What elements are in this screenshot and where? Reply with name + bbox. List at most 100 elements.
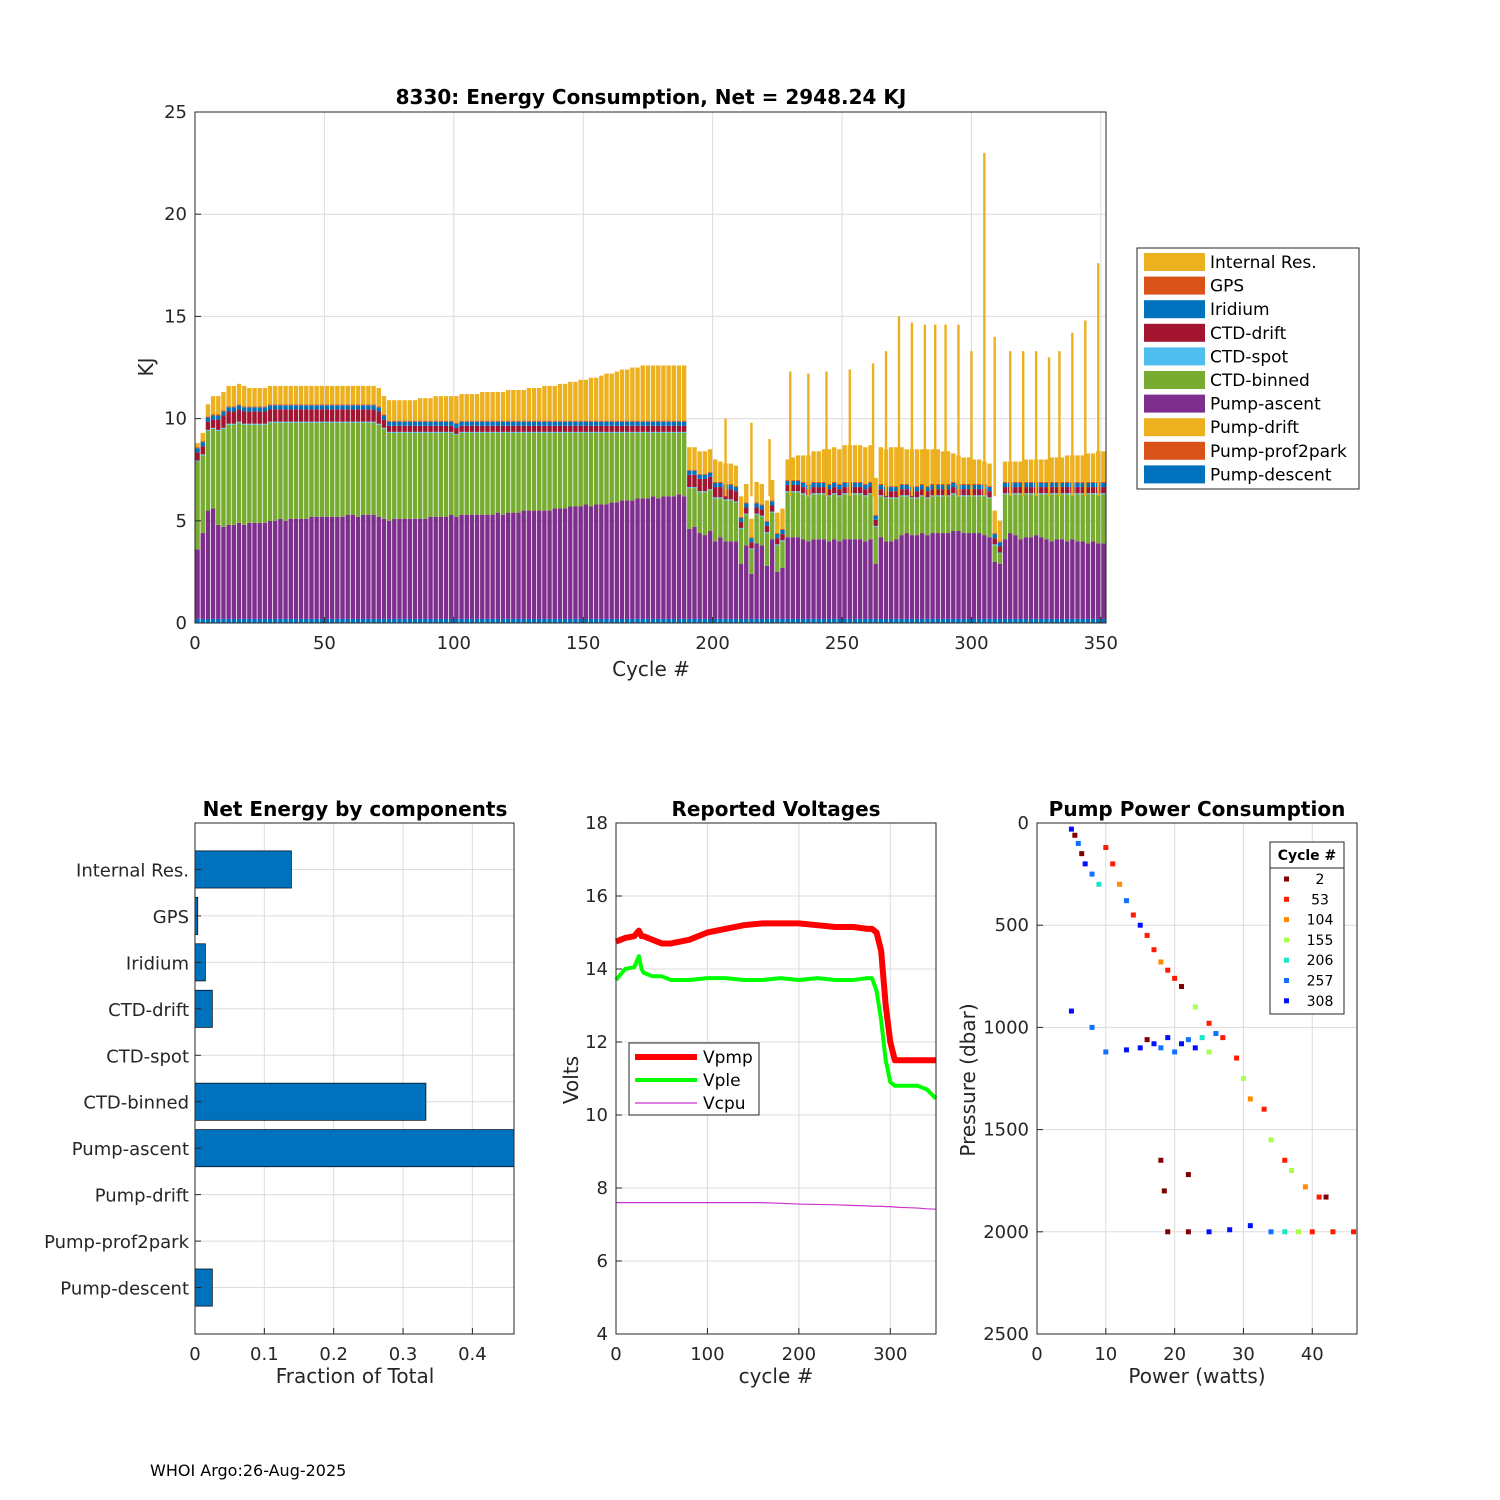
energy-bar-segment xyxy=(630,618,635,623)
energy-bar-segment xyxy=(826,489,832,496)
energy-legend-swatch xyxy=(1144,418,1205,437)
energy-bar-segment xyxy=(842,487,847,494)
energy-bar-segment xyxy=(345,404,350,406)
energy-bar-segment xyxy=(1064,493,1070,495)
energy-spike-bar xyxy=(957,324,960,497)
energy-bar-segment xyxy=(1018,487,1023,494)
energy-bar-segment xyxy=(940,485,946,490)
energy-bar-segment xyxy=(738,563,744,619)
energy-bar-segment xyxy=(749,538,754,543)
energy-bar-segment xyxy=(314,405,319,410)
energy-bar-segment xyxy=(236,522,242,619)
energy-bar-segment xyxy=(205,429,211,431)
energy-bar-segment xyxy=(1054,457,1060,482)
energy-bar-segment xyxy=(687,488,692,529)
energy-bar-segment xyxy=(355,409,361,422)
energy-bar-segment xyxy=(402,432,407,519)
energy-bar-segment xyxy=(961,495,966,497)
energy-bar-segment xyxy=(474,432,480,515)
energy-bar-segment xyxy=(459,421,464,426)
energy-bar-segment xyxy=(1008,618,1013,623)
energy-bar-segment xyxy=(449,396,454,421)
energy-bar-segment xyxy=(293,405,299,410)
energy-bar-segment xyxy=(625,420,630,422)
net-category-label: Pump-drift xyxy=(95,1186,189,1207)
energy-bar-segment xyxy=(350,514,356,619)
net-xtick-label: 0.1 xyxy=(250,1344,279,1365)
energy-bar-segment xyxy=(568,618,573,623)
energy-spike-bar xyxy=(768,439,771,497)
energy-bar-segment xyxy=(205,618,211,623)
energy-bar-segment xyxy=(537,510,542,619)
energy-bar-segment xyxy=(516,431,521,433)
energy-bar-segment xyxy=(221,428,226,527)
energy-bar-segment xyxy=(821,482,827,488)
energy-bar-segment xyxy=(940,495,946,497)
pump-point xyxy=(1220,1035,1226,1041)
energy-xtick-label: 100 xyxy=(437,633,471,654)
energy-bar-segment xyxy=(842,539,847,619)
energy-xtick-label: 200 xyxy=(695,633,729,654)
energy-bar-segment xyxy=(940,489,946,496)
energy-legend-label: Pump-drift xyxy=(1210,418,1299,438)
energy-bar-segment xyxy=(785,492,790,538)
energy-bar-segment xyxy=(749,548,754,550)
energy-bar-segment xyxy=(619,618,625,623)
energy-bar-segment xyxy=(966,484,972,486)
energy-bar-segment xyxy=(1075,493,1080,495)
energy-bar-segment xyxy=(257,424,262,523)
energy-ytick-label: 0 xyxy=(176,613,187,634)
energy-bar-segment xyxy=(231,424,237,525)
energy-bar-segment xyxy=(562,618,568,623)
energy-bar-segment xyxy=(785,485,790,492)
energy-bar-segment xyxy=(987,537,992,619)
energy-bar-segment xyxy=(423,518,428,619)
energy-bar-segment xyxy=(1054,482,1060,488)
energy-bar-segment xyxy=(1013,493,1018,495)
energy-bar-segment xyxy=(340,421,345,423)
energy-bar-segment xyxy=(298,405,304,410)
energy-bar-segment xyxy=(718,461,723,482)
pump-point xyxy=(1323,1194,1329,1200)
energy-bar-segment xyxy=(826,541,832,619)
energy-bar-segment xyxy=(335,404,340,406)
energy-bar-segment xyxy=(920,489,925,496)
pump-point xyxy=(1079,851,1085,857)
energy-bar-segment xyxy=(273,405,278,410)
energy-legend-label: CTD-drift xyxy=(1210,324,1287,344)
energy-bar-segment xyxy=(997,542,1003,547)
energy-bar-segment xyxy=(951,453,956,482)
energy-bar-segment xyxy=(480,618,485,623)
energy-bar-segment xyxy=(366,514,371,619)
energy-bar-segment xyxy=(568,506,573,619)
energy-bar-segment xyxy=(1059,482,1065,488)
energy-bar-segment xyxy=(267,520,273,619)
energy-bar-segment xyxy=(899,495,904,497)
energy-bar-segment xyxy=(449,618,454,623)
energy-bar-segment xyxy=(273,422,278,521)
energy-bar-segment xyxy=(262,618,268,623)
energy-bar-segment xyxy=(635,618,640,623)
energy-bar-segment xyxy=(640,498,645,619)
pump-point xyxy=(1309,1229,1315,1235)
energy-bar-segment xyxy=(873,525,878,527)
pump-axes-box xyxy=(1036,822,1358,1335)
energy-bar-segment xyxy=(1054,539,1060,619)
energy-bar-segment xyxy=(961,489,966,496)
energy-bar-segment xyxy=(298,618,304,623)
energy-bar-segment xyxy=(221,526,226,619)
energy-bar-segment xyxy=(578,432,583,507)
energy-bar-segment xyxy=(205,421,211,430)
pump-point xyxy=(1282,1157,1288,1163)
energy-bar-segment xyxy=(516,421,521,426)
energy-bar-segment xyxy=(609,431,614,433)
energy-bar-segment xyxy=(614,618,620,623)
energy-bar-segment xyxy=(909,618,915,623)
energy-bar-segment xyxy=(956,618,961,623)
energy-bar-segment xyxy=(769,505,775,512)
energy-bar-segment xyxy=(935,484,940,486)
energy-bar-segment xyxy=(283,618,288,623)
energy-bar-segment xyxy=(857,494,863,540)
energy-bar-segment xyxy=(226,411,231,424)
energy-bar-segment xyxy=(702,473,708,475)
